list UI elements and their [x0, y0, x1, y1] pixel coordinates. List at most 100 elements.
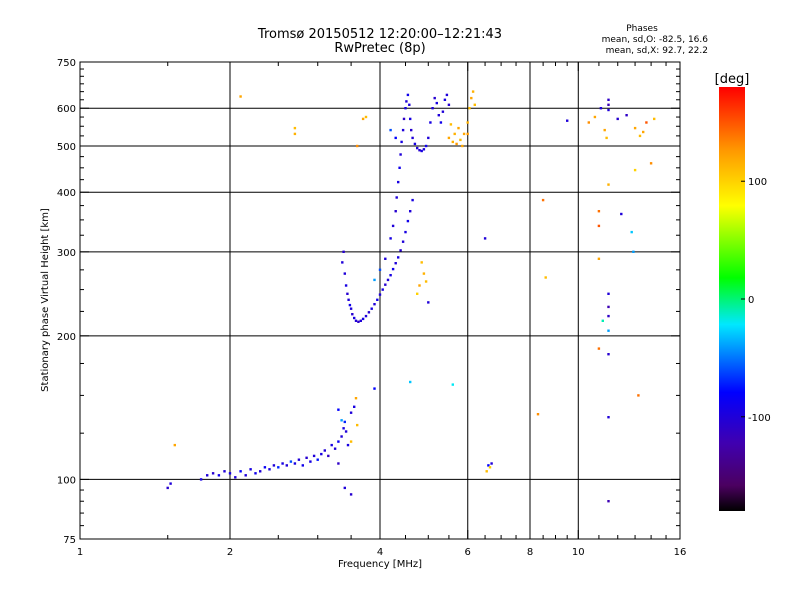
- data-point: [485, 470, 488, 473]
- y-tick-label: 300: [57, 248, 76, 259]
- data-point: [424, 144, 428, 148]
- data-point: [337, 462, 340, 465]
- colorbar-tick-label: -100: [748, 413, 771, 424]
- data-point: [277, 466, 280, 469]
- data-point: [455, 142, 458, 146]
- data-point: [389, 274, 392, 277]
- data-point: [404, 230, 407, 234]
- data-point: [391, 267, 395, 271]
- data-point: [597, 257, 601, 260]
- data-point: [347, 298, 350, 301]
- data-point: [384, 257, 387, 260]
- data-point: [433, 96, 436, 100]
- data-point: [343, 420, 346, 424]
- data-point: [637, 394, 640, 397]
- colorbar-tick-label: 100: [748, 177, 767, 188]
- data-point: [607, 416, 610, 419]
- y-tick-label: 750: [57, 58, 76, 69]
- data-point: [487, 464, 490, 467]
- data-point: [342, 427, 345, 430]
- data-point: [411, 136, 414, 140]
- data-point: [593, 115, 597, 119]
- data-point: [397, 180, 400, 184]
- data-point: [353, 405, 356, 408]
- data-point: [607, 305, 610, 309]
- data-point: [457, 126, 460, 130]
- data-point: [348, 303, 352, 307]
- y-axis-ticks: 75 100 200 300 400 500 600 750: [57, 58, 680, 546]
- data-point: [449, 123, 453, 126]
- data-point: [343, 486, 346, 490]
- data-point: [293, 132, 297, 136]
- data-point: [620, 212, 623, 216]
- data-point: [359, 319, 362, 322]
- data-point: [364, 314, 368, 318]
- data-point: [566, 119, 569, 122]
- data-point: [413, 142, 417, 146]
- data-point: [398, 166, 401, 169]
- data-point: [341, 261, 344, 264]
- data-point: [376, 298, 379, 301]
- data-point: [272, 464, 276, 467]
- y-tick-label: 600: [57, 104, 76, 115]
- data-point: [649, 162, 653, 165]
- data-point: [400, 140, 403, 144]
- data-point: [234, 476, 237, 479]
- data-point: [607, 98, 610, 101]
- data-point: [263, 466, 267, 469]
- data-point: [361, 317, 365, 321]
- data-point: [447, 136, 451, 140]
- stats-x-mode: mean, sd,X: 92.7, 22.2: [606, 46, 708, 56]
- data-point: [483, 237, 487, 240]
- data-point: [544, 276, 547, 279]
- data-point: [309, 460, 312, 463]
- data-point: [301, 464, 304, 467]
- x-tick-label: 1: [77, 547, 83, 558]
- data-point: [389, 128, 392, 132]
- data-point: [354, 319, 358, 322]
- data-points: [166, 90, 656, 503]
- data-point: [411, 198, 414, 202]
- data-point: [607, 353, 610, 356]
- data-point: [445, 93, 449, 97]
- data-point: [488, 466, 492, 469]
- data-point: [471, 90, 475, 93]
- data-point: [381, 288, 384, 291]
- data-point: [607, 103, 610, 106]
- x-axis-ticks: 1 2 4 6 8 10 16: [77, 62, 686, 558]
- data-point: [206, 474, 209, 477]
- data-point: [451, 383, 454, 386]
- chart-title-line2: RwPretec (8p): [334, 41, 425, 56]
- data-point: [349, 307, 353, 310]
- data-point: [443, 98, 447, 101]
- data-point: [316, 458, 319, 461]
- data-point: [349, 411, 353, 414]
- data-point: [337, 440, 340, 443]
- data-point: [397, 256, 400, 259]
- data-point: [249, 468, 252, 471]
- data-point: [384, 283, 387, 286]
- data-point: [427, 136, 430, 140]
- data-point: [466, 132, 469, 136]
- data-point: [217, 474, 221, 477]
- data-point: [399, 249, 402, 252]
- data-point: [536, 413, 540, 416]
- data-point: [420, 149, 423, 153]
- data-point: [409, 210, 412, 213]
- data-point: [343, 272, 346, 275]
- data-point: [616, 117, 619, 121]
- data-point: [361, 117, 365, 121]
- data-point: [468, 107, 471, 110]
- data-point: [289, 460, 293, 463]
- data-point: [349, 440, 353, 443]
- data-point: [418, 284, 421, 287]
- data-point: [378, 268, 382, 271]
- data-point: [461, 144, 464, 148]
- data-point: [367, 311, 371, 314]
- data-point: [431, 107, 434, 110]
- data-point: [409, 117, 412, 121]
- data-point: [451, 140, 454, 144]
- data-point: [406, 93, 410, 97]
- colorbar-ticks: 100 0 -100: [741, 177, 771, 424]
